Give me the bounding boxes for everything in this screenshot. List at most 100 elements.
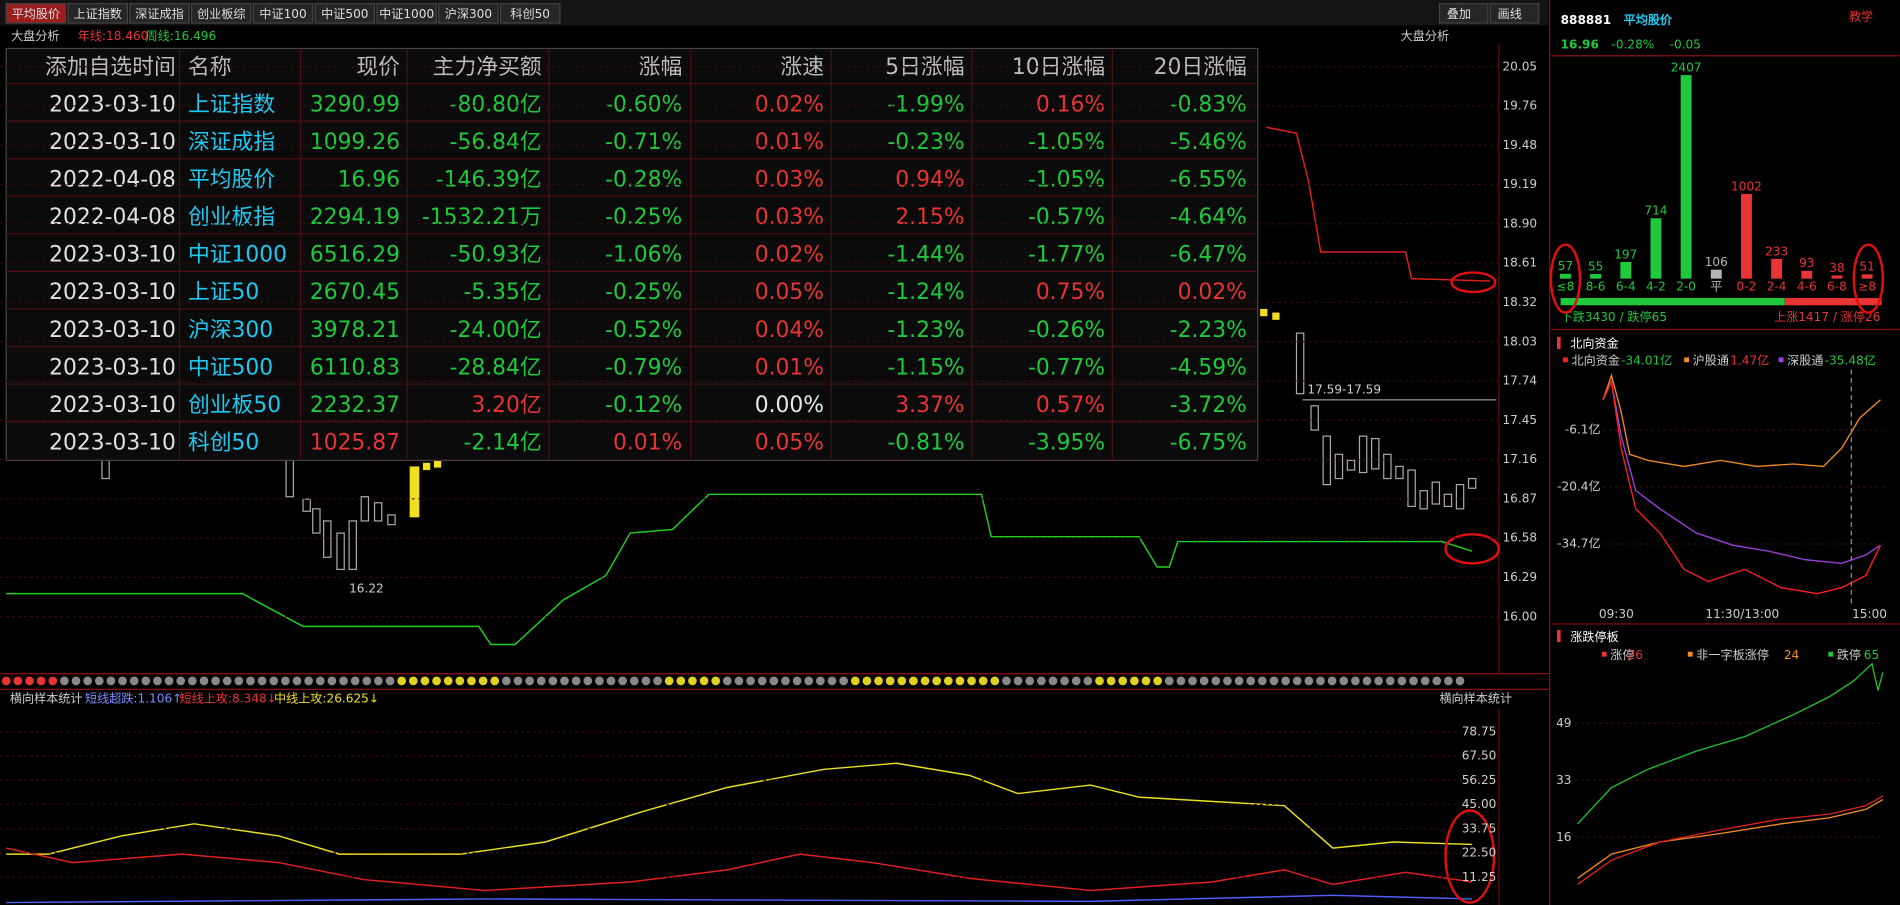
tab-label[interactable]: 创业板综 — [197, 7, 245, 21]
table-cell[interactable]: 2023-03-10 — [49, 92, 176, 117]
table-cell[interactable]: 0.01% — [755, 130, 824, 155]
table-cell[interactable]: -2.14亿 — [464, 430, 542, 455]
table-cell[interactable]: 1099.26 — [310, 130, 400, 155]
table-cell[interactable]: 3978.21 — [310, 318, 400, 343]
table-cell[interactable]: -1.05% — [1028, 168, 1105, 193]
table-cell[interactable]: 2023-03-10 — [49, 393, 176, 418]
table-cell[interactable]: 2232.37 — [310, 393, 400, 418]
table-cell[interactable]: 0.16% — [1036, 92, 1105, 117]
tab[interactable] — [499, 3, 561, 24]
table-cell[interactable]: 2023-03-10 — [49, 318, 176, 343]
table-cell[interactable]: 上证50 — [188, 280, 259, 305]
table-cell[interactable]: 0.02% — [755, 243, 824, 268]
table-cell[interactable]: -146.39亿 — [436, 168, 542, 193]
table-cell[interactable]: 0.94% — [895, 168, 964, 193]
table-cell[interactable]: 0.01% — [613, 430, 682, 455]
table-cell[interactable]: -1.44% — [887, 243, 964, 268]
table-cell[interactable]: 0.75% — [1036, 280, 1105, 305]
tab-label[interactable]: 中证500 — [321, 6, 368, 21]
tab[interactable] — [5, 3, 67, 24]
tab-label[interactable]: 上证指数 — [73, 6, 121, 21]
table-cell[interactable]: 2023-03-10 — [49, 280, 176, 305]
table-cell[interactable]: -0.60% — [605, 92, 682, 117]
table-cell[interactable]: 1025.87 — [310, 430, 400, 455]
table-cell[interactable]: 0.01% — [755, 355, 824, 380]
table-cell[interactable]: -5.46% — [1170, 130, 1247, 155]
table-cell[interactable]: -50.93亿 — [450, 243, 542, 268]
table-cell[interactable]: -6.55% — [1170, 168, 1247, 193]
table-cell[interactable]: -5.35亿 — [464, 280, 542, 305]
table-cell[interactable]: -0.25% — [605, 205, 682, 230]
table-cell[interactable]: -1.24% — [887, 280, 964, 305]
table-cell[interactable]: -0.52% — [605, 318, 682, 343]
table-cell[interactable]: 2023-03-10 — [49, 130, 176, 155]
table-cell[interactable]: 0.05% — [755, 430, 824, 455]
table-cell[interactable]: -0.57% — [1028, 205, 1105, 230]
table-cell[interactable]: -0.79% — [605, 355, 682, 380]
table-cell[interactable]: 2023-03-10 — [49, 430, 176, 455]
table-cell[interactable]: -0.81% — [887, 430, 964, 455]
table-cell[interactable]: 0.02% — [1178, 280, 1247, 305]
table-cell[interactable]: 0.04% — [755, 318, 824, 343]
table-cell[interactable]: 深证成指 — [188, 130, 275, 155]
table-cell[interactable]: 0.00% — [755, 393, 824, 418]
table-cell[interactable]: 上证指数 — [188, 92, 275, 117]
table-cell[interactable]: 2.15% — [895, 205, 964, 230]
table-cell[interactable]: -0.23% — [887, 130, 964, 155]
table-cell[interactable]: 沪深300 — [188, 318, 273, 343]
table-cell[interactable]: -1532.21万 — [422, 205, 542, 230]
table-cell[interactable]: -6.75% — [1170, 430, 1247, 455]
table-cell[interactable]: 2022-04-08 — [49, 205, 176, 230]
table-cell[interactable]: 平均股价 — [188, 168, 275, 193]
tab[interactable] — [252, 3, 314, 24]
table-cell[interactable]: 2022-04-08 — [49, 168, 176, 193]
table-cell[interactable]: 0.02% — [755, 92, 824, 117]
table-cell[interactable]: 科创50 — [188, 430, 259, 455]
table-cell[interactable]: -28.84亿 — [450, 355, 542, 380]
table-cell[interactable]: 2023-03-10 — [49, 243, 176, 268]
table-cell[interactable]: 6516.29 — [310, 243, 400, 268]
table-cell[interactable]: -1.05% — [1028, 130, 1105, 155]
table-cell[interactable]: 3.20亿 — [471, 393, 541, 418]
table-cell[interactable]: -1.06% — [605, 243, 682, 268]
tab[interactable] — [129, 3, 190, 24]
table-cell[interactable]: 中证1000 — [188, 243, 287, 268]
table-cell[interactable]: -0.77% — [1028, 355, 1105, 380]
teach-link[interactable]: 教学 — [1849, 9, 1873, 24]
table-cell[interactable]: -24.00亿 — [450, 318, 542, 343]
table-cell[interactable]: -4.59% — [1170, 355, 1247, 380]
table-cell[interactable]: -6.47% — [1170, 243, 1247, 268]
tab-label[interactable]: 深证成指 — [135, 6, 183, 21]
table-cell[interactable]: -0.28% — [605, 168, 682, 193]
table-cell[interactable]: -80.80亿 — [450, 92, 542, 117]
table-cell[interactable]: -56.84亿 — [450, 130, 542, 155]
tab-button-label[interactable]: 画线 — [1498, 7, 1522, 21]
table-cell[interactable]: 6110.83 — [310, 355, 400, 380]
table-cell[interactable]: 0.03% — [755, 168, 824, 193]
tab[interactable] — [67, 3, 128, 24]
table-cell[interactable]: 0.57% — [1036, 393, 1105, 418]
table-cell[interactable]: -0.83% — [1170, 92, 1247, 117]
table-cell[interactable]: -1.15% — [887, 355, 964, 380]
table-cell[interactable]: -0.12% — [605, 393, 682, 418]
table-cell[interactable]: 2023-03-10 — [49, 355, 176, 380]
table-cell[interactable]: 中证500 — [188, 355, 273, 380]
tab-button[interactable] — [1489, 3, 1540, 24]
tab-label[interactable]: 平均股价 — [12, 7, 60, 21]
table-cell[interactable]: -1.77% — [1028, 243, 1105, 268]
table-cell[interactable]: 创业板50 — [188, 393, 281, 418]
tab[interactable] — [190, 3, 252, 24]
table-cell[interactable]: -4.64% — [1170, 205, 1247, 230]
tab[interactable] — [314, 3, 376, 24]
table-cell[interactable]: -2.23% — [1170, 318, 1247, 343]
table-cell[interactable]: -0.25% — [605, 280, 682, 305]
table-cell[interactable]: 2294.19 — [310, 205, 400, 230]
table-cell[interactable]: 2670.45 — [310, 280, 400, 305]
table-cell[interactable]: 16.96 — [338, 168, 400, 193]
tab-label[interactable]: 中证1000 — [379, 6, 434, 21]
table-cell[interactable]: 创业板指 — [188, 205, 275, 230]
table-cell[interactable]: -0.71% — [605, 130, 682, 155]
tab[interactable] — [438, 3, 499, 24]
tab-label[interactable]: 中证100 — [259, 6, 306, 21]
table-cell[interactable]: -3.72% — [1170, 393, 1247, 418]
